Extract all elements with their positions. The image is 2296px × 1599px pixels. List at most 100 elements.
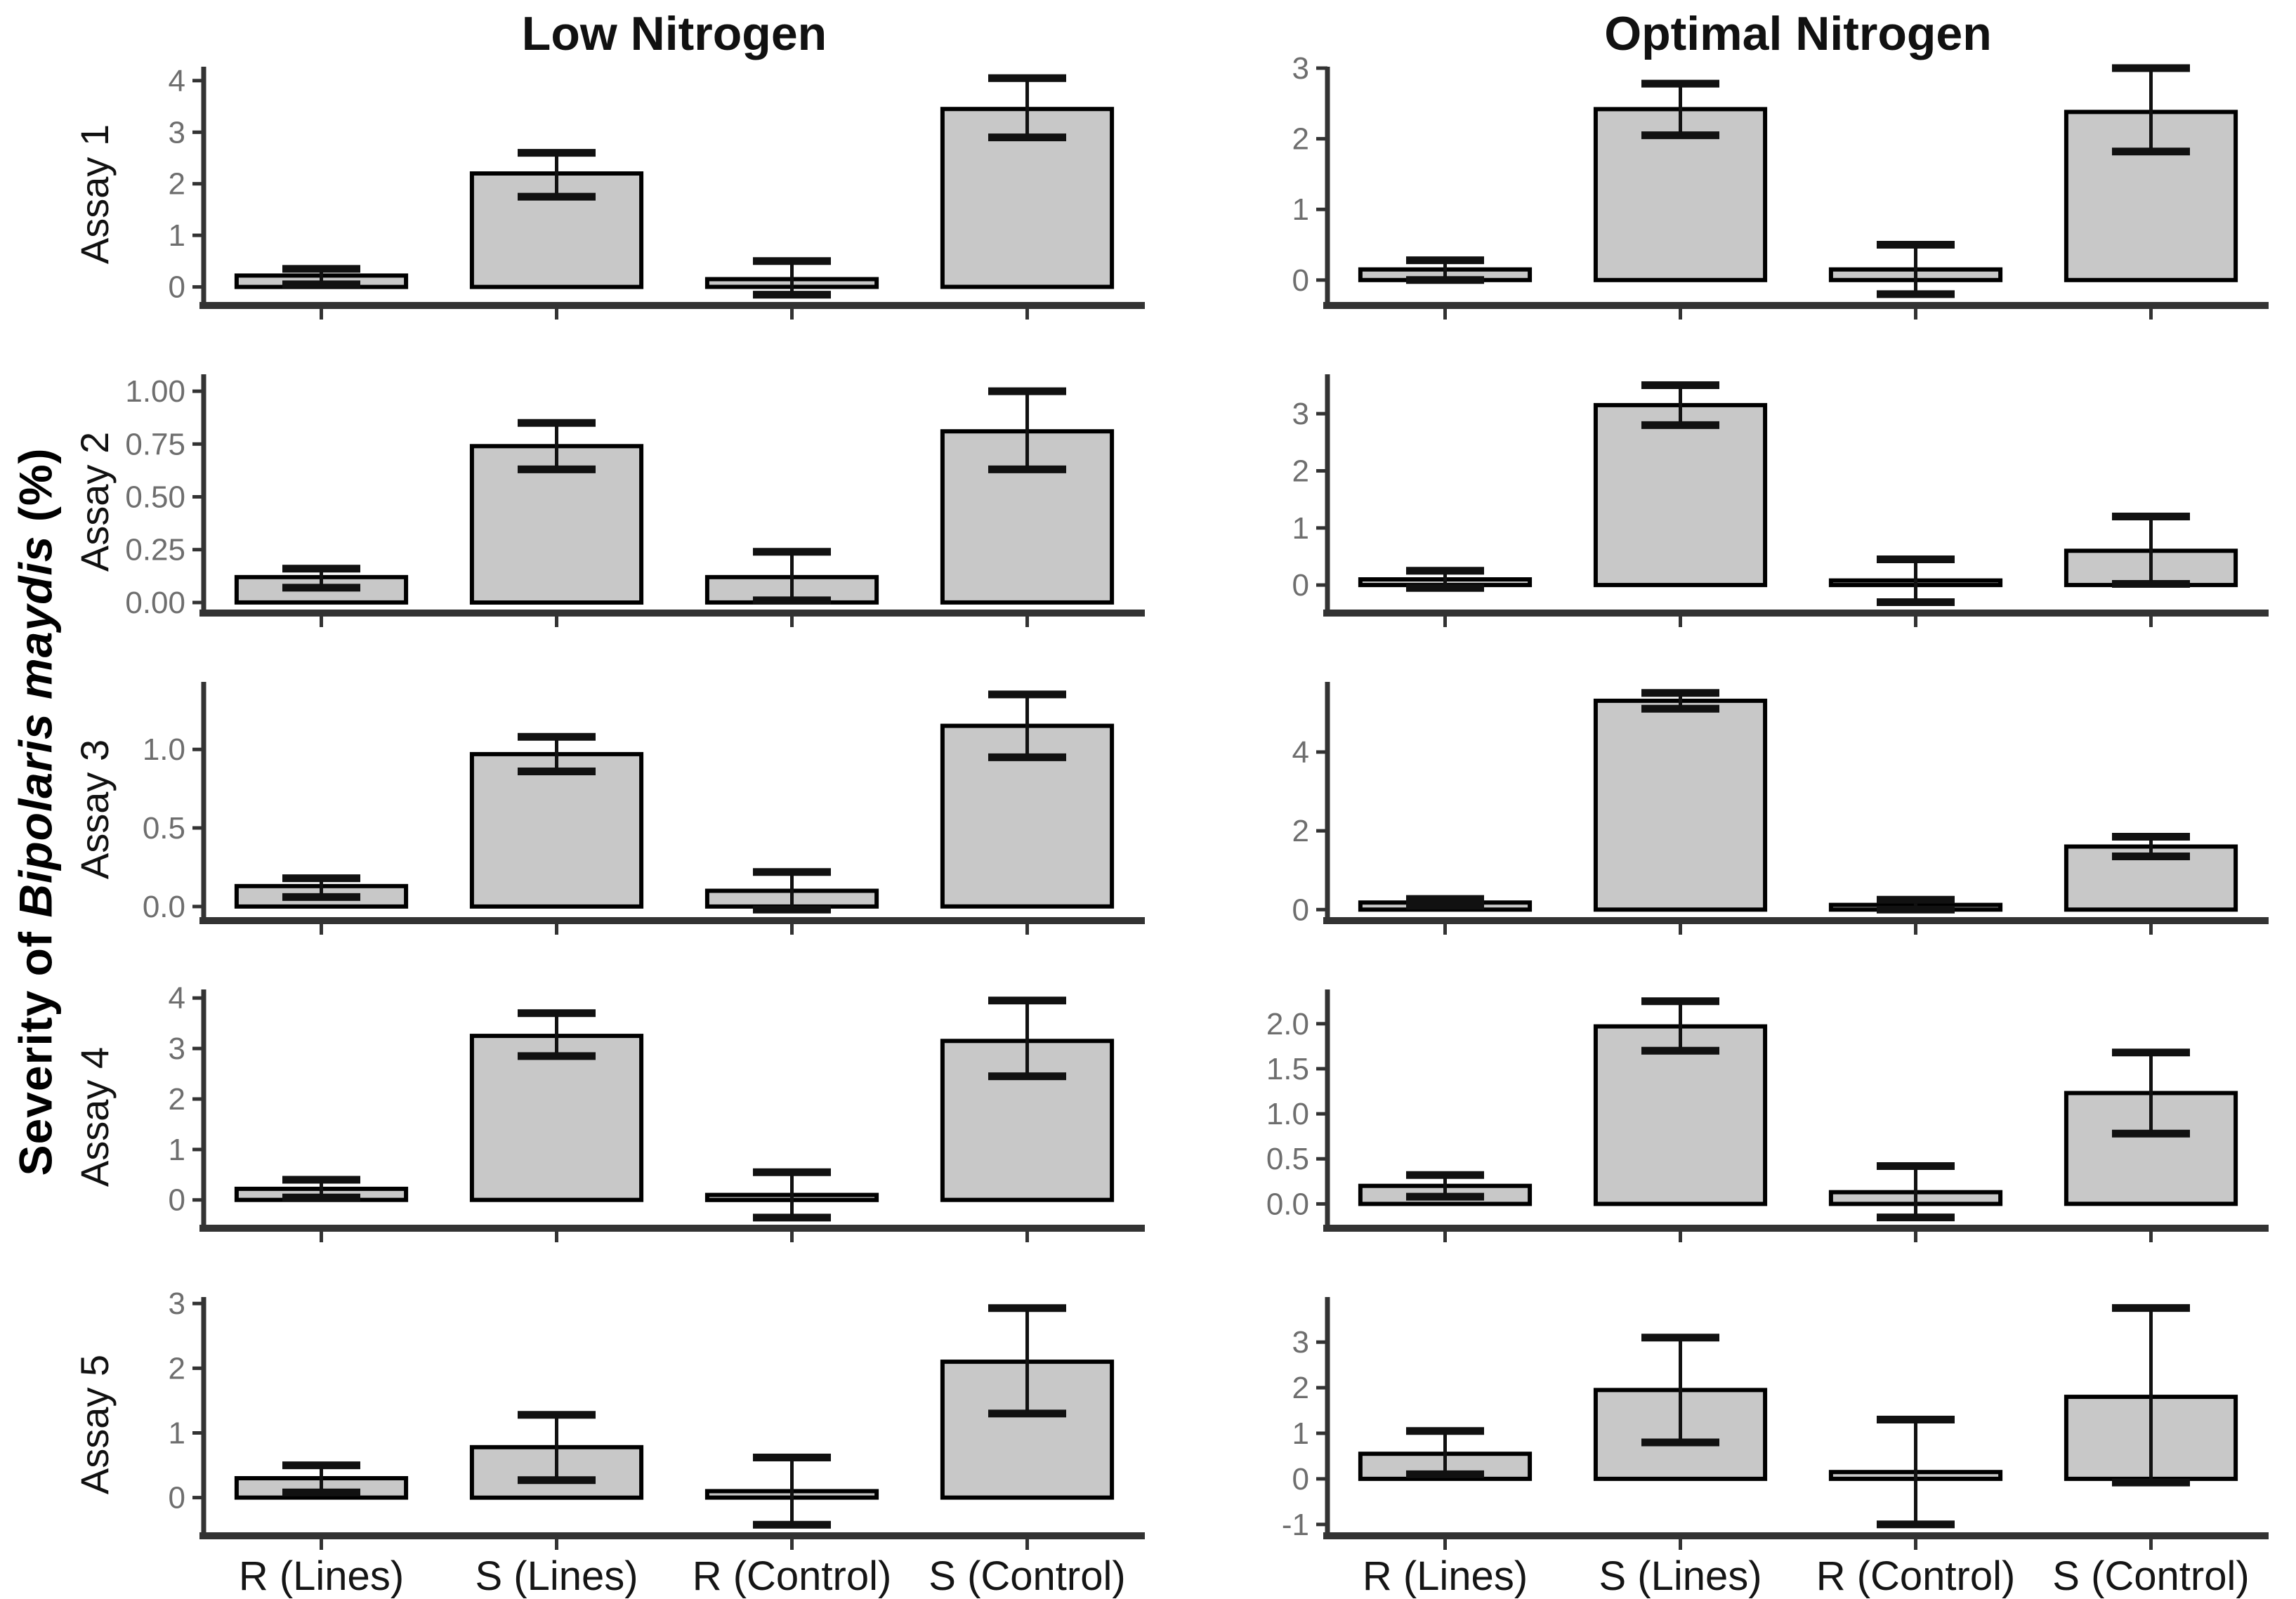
y-tick-label: 3: [169, 1287, 185, 1321]
chart-panel-assay5-optimal: -1 0 1 2 3: [1243, 1297, 2269, 1551]
x-labels-gap: [1145, 1553, 1243, 1599]
chart-panel-assay5-low: 0 1 2 3: [119, 1287, 1145, 1551]
y-tick-label: 3: [169, 115, 185, 150]
bar: [1593, 402, 1768, 588]
y-tick-label: 0: [1292, 263, 1309, 298]
row-assay-3: Assay 3 0.0 0.5 1.0 0 2 4: [70, 682, 2296, 936]
y-tick-label: 0.5: [1266, 1142, 1309, 1176]
x-axis-labels: R (Lines) S (Lines) R (Control) S (Control)…: [119, 1553, 2296, 1599]
x-tick-label: S (Lines): [475, 1553, 638, 1599]
chart-svg: 0 2 4: [1292, 682, 2269, 935]
y-tick-label: 0: [1292, 568, 1309, 603]
y-tick-label: 2: [169, 1351, 185, 1386]
y-tick-label: 3: [169, 1032, 185, 1066]
row-label-text: Assay 3: [72, 739, 117, 879]
y-tick-label: 0.50: [125, 480, 185, 515]
panel-gap: [1145, 374, 1243, 629]
x-tick-label: R (Control): [1816, 1553, 2016, 1599]
chart-panel-assay1-optimal: 0 1 2 3: [1243, 51, 2269, 321]
chart-svg: 0.00 0.25 0.50 0.75 1.00: [125, 374, 1145, 627]
row-label-text: Assay 5: [72, 1354, 117, 1494]
y-tick-label: 4: [1292, 735, 1309, 770]
panel-gap: [1145, 682, 1243, 936]
y-tick-label: 2: [1292, 454, 1309, 489]
y-tick-label: 2: [1292, 814, 1309, 848]
row-label-text: Assay 1: [72, 124, 117, 264]
bar: [469, 1034, 644, 1202]
row-label-text: Assay 2: [72, 431, 117, 572]
y-tick-label: 3: [1292, 397, 1309, 431]
y-tick-label: 0: [169, 1183, 185, 1218]
chart-panel-assay4-optimal: 0.0 0.5 1.0 1.5 2.0: [1243, 989, 2269, 1244]
chart-svg: -1 0 1 2 3: [1282, 1297, 2269, 1550]
y-tick-label: 3: [1292, 51, 1309, 86]
y-axis-label-part-1: Severity of: [9, 917, 62, 1176]
y-tick-label: 4: [169, 64, 185, 98]
column-title-low-nitrogen: Low Nitrogen: [521, 6, 827, 60]
row-assay-1: Assay 1 0 1 2 3 4 0 1 2 3: [70, 51, 2296, 321]
chart-panel-assay2-low: 0.00 0.25 0.50 0.75 1.00: [119, 374, 1145, 629]
chart-svg: 0 1 2 3: [1292, 51, 2269, 320]
y-tick-label: 0.5: [143, 811, 185, 845]
panel-gap: [1145, 1297, 1243, 1551]
row-assay-2: Assay 2 0.00 0.25 0.50 0.75 1.00 0 1 2 3: [70, 374, 2296, 629]
y-tick-label: 0: [1292, 1462, 1309, 1496]
row-label-assay-3: Assay 3: [70, 682, 119, 936]
y-tick-label: 1: [1292, 192, 1309, 227]
y-tick-label: 2.0: [1266, 1007, 1309, 1041]
row-label-assay-1: Assay 1: [70, 67, 119, 321]
chart-svg: 0 1 2 3: [169, 1287, 1145, 1550]
chart-svg: 0 1 2 3 4: [169, 64, 1145, 320]
x-axis-labels-low: R (Lines) S (Lines) R (Control) S (Control): [204, 1553, 1145, 1599]
chart-svg: 0.0 0.5 1.0 1.5 2.0: [1266, 989, 2269, 1242]
panel-gap: [1145, 67, 1243, 321]
y-tick-label: 1: [1292, 511, 1309, 546]
row-assay-5: Assay 5 0 1 2 3 -1 0 1 2 3: [70, 1287, 2296, 1551]
x-axis-labels-optimal: R (Lines) S (Lines) R (Control) S (Control): [1327, 1553, 2269, 1599]
y-tick-label: 1: [169, 218, 185, 253]
y-tick-label: 1: [169, 1133, 185, 1167]
y-tick-label: 1.0: [143, 732, 185, 767]
x-tick-label: R (Lines): [238, 1553, 405, 1599]
y-tick-label: 4: [169, 981, 185, 1015]
y-tick-label: 1: [1292, 1416, 1309, 1451]
y-axis-label: Severity of Bipolaris maydis (%): [0, 67, 70, 1557]
y-tick-label: 0.0: [1266, 1187, 1309, 1221]
y-tick-label: 2: [1292, 122, 1309, 157]
chart-panel-assay3-low: 0.0 0.5 1.0: [119, 682, 1145, 936]
y-tick-label: 0.25: [125, 533, 185, 567]
chart-svg: 0 1 2 3 4: [169, 981, 1145, 1242]
y-tick-label: 0.75: [125, 427, 185, 461]
x-tick-label: R (Control): [692, 1553, 892, 1599]
row-assay-4: Assay 4 0 1 2 3 4 0.0 0.5 1.0 1.5 2.0: [70, 981, 2296, 1244]
chart-panel-assay1-low: 0 1 2 3 4: [119, 64, 1145, 321]
x-tick-label: R (Lines): [1362, 1553, 1528, 1599]
y-tick-label: 3: [1292, 1325, 1309, 1360]
x-tick-label: S (Control): [2052, 1553, 2250, 1599]
chart-panel-assay2-optimal: 0 1 2 3: [1243, 374, 2269, 629]
bar: [1593, 1024, 1768, 1206]
row-label-assay-5: Assay 5: [70, 1297, 119, 1551]
column-titles: Low Nitrogen Optimal Nitrogen: [119, 0, 2296, 67]
chart-panel-assay4-low: 0 1 2 3 4: [119, 981, 1145, 1244]
y-tick-label: 0: [169, 270, 185, 305]
chart-svg: 0 1 2 3: [1292, 374, 2269, 627]
y-tick-label: 0.0: [143, 890, 185, 924]
y-tick-label: 0.00: [125, 586, 185, 620]
row-label-text: Assay 4: [72, 1046, 117, 1187]
y-tick-label: 1.00: [125, 374, 185, 409]
column-title-optimal-nitrogen: Optimal Nitrogen: [1604, 6, 1992, 60]
x-tick-label: S (Control): [929, 1553, 1126, 1599]
y-axis-label-species: Bipolaris maydis: [9, 535, 62, 918]
panel-gap: [1145, 989, 1243, 1244]
y-axis-label-part-2: (%): [9, 447, 62, 536]
y-tick-label: 1: [169, 1416, 185, 1451]
x-tick-label: S (Lines): [1599, 1553, 1762, 1599]
y-tick-label: 1.5: [1266, 1052, 1309, 1086]
y-tick-label: 2: [1292, 1371, 1309, 1405]
bar: [469, 171, 644, 289]
row-label-assay-2: Assay 2: [70, 374, 119, 629]
chart-panel-assay3-optimal: 0 2 4: [1243, 682, 2269, 936]
y-tick-label: 0: [1292, 893, 1309, 927]
